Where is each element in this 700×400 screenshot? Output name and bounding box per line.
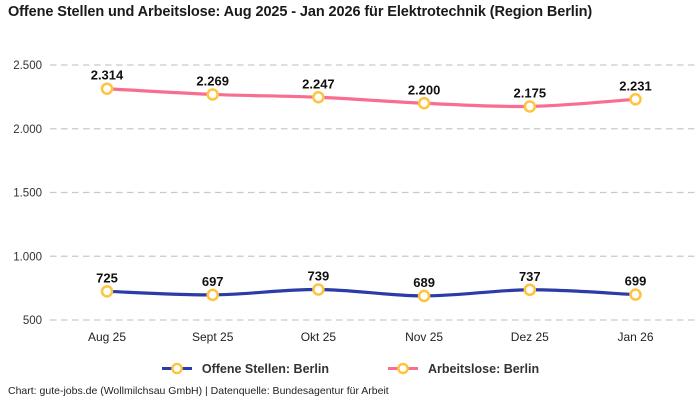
- y-axis-tick-label: 500: [23, 315, 42, 327]
- data-point-label: 725: [96, 270, 118, 285]
- legend-line-marker-icon: [387, 362, 418, 375]
- data-point-marker: [312, 283, 325, 296]
- series-line-arbeitslose-berlin: [105, 87, 638, 109]
- y-axis-tick-label: 1.500: [13, 188, 42, 200]
- data-point-label: 739: [308, 269, 330, 284]
- data-point-marker: [100, 285, 114, 298]
- legend: Offene Stellen: Berlin Arbeitslose: Berli…: [0, 361, 700, 376]
- legend-line-marker-icon: [161, 362, 192, 375]
- data-point-marker: [312, 91, 325, 104]
- data-point-marker: [100, 82, 114, 95]
- y-axis-tick-label: 2.500: [13, 60, 42, 72]
- legend-label: Arbeitslose: Berlin: [427, 361, 540, 376]
- data-point-marker: [417, 289, 431, 303]
- x-axis-label: Nov 25: [405, 330, 443, 344]
- legend-item-arbeitslose-berlin: Arbeitslose: Berlin: [387, 361, 539, 376]
- data-point-label: 2.231: [619, 78, 652, 93]
- chart-title: Offene Stellen und Arbeitslose: Aug 2025…: [8, 4, 593, 20]
- y-axis-tick-label: 1.000: [13, 251, 42, 263]
- data-point-marker: [629, 93, 642, 106]
- data-point-marker: [206, 88, 219, 101]
- data-point-label: 2.269: [196, 73, 229, 88]
- data-point-label: 689: [413, 275, 435, 290]
- x-axis-label: Dez 25: [511, 330, 549, 344]
- data-point-marker: [417, 97, 431, 110]
- legend-item-offene-stellen-berlin: Offene Stellen: Berlin: [161, 361, 329, 376]
- data-point-label: 697: [202, 274, 224, 289]
- data-point-marker: [523, 283, 537, 297]
- data-point-label: 2.314: [91, 68, 124, 83]
- data-point-label: 2.175: [514, 85, 547, 100]
- x-axis-label: Sept 25: [192, 330, 234, 344]
- data-point-label: 2.247: [302, 76, 335, 91]
- data-point-marker: [629, 288, 642, 301]
- data-point-label: 699: [625, 274, 647, 289]
- legend-label: Offene Stellen: Berlin: [201, 361, 329, 376]
- footer-credit: Chart: gute-jobs.de (Wollmilchsau GmbH) …: [8, 385, 389, 397]
- data-point-label: 737: [519, 269, 541, 284]
- y-axis-tick-label: 2.000: [13, 124, 42, 136]
- data-point-marker: [523, 100, 537, 113]
- data-point-label: 2.200: [408, 82, 441, 97]
- x-axis-label: Okt 25: [301, 330, 337, 344]
- x-axis-label: Jan 26: [617, 330, 653, 344]
- data-point-marker: [206, 288, 219, 302]
- x-axis-label: Aug 25: [88, 330, 126, 344]
- series-line-offene-stellen-berlin: [105, 287, 638, 298]
